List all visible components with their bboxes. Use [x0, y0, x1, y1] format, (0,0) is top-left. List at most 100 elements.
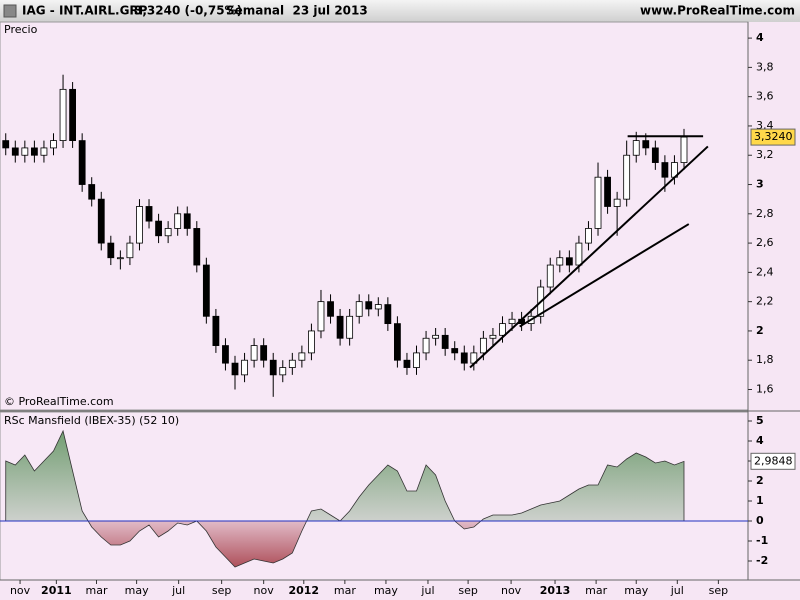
- last-value-label: 3,3240: [754, 130, 793, 143]
- candle-body: [565, 257, 573, 266]
- y-tick-label: 2: [756, 324, 764, 337]
- period: Semanal 23 jul 2013: [226, 4, 368, 18]
- y-tick-label: -2: [756, 554, 768, 567]
- x-tick-label: mar: [585, 584, 607, 597]
- candle-body: [413, 352, 420, 368]
- price-pane: [0, 21, 749, 411]
- candle-body: [460, 352, 468, 364]
- candle-body: [623, 154, 631, 200]
- candle-body: [21, 147, 29, 156]
- candle-body: [40, 147, 48, 156]
- x-tick-label: 2012: [288, 584, 319, 597]
- x-tick-label: nov: [254, 584, 275, 597]
- candle-body: [346, 315, 354, 339]
- candle-body: [250, 345, 258, 361]
- last-value-box: [750, 452, 796, 470]
- candle-body: [260, 345, 268, 361]
- x-tick-label: mar: [334, 584, 356, 597]
- x-tick-label: mar: [85, 584, 107, 597]
- candle-body: [508, 318, 516, 325]
- candle-body: [585, 228, 592, 244]
- candle-body: [594, 176, 602, 229]
- menu-icon[interactable]: [3, 4, 17, 18]
- x-tick-label: may: [125, 584, 149, 597]
- area: [5, 429, 685, 568]
- trendline: [469, 145, 709, 369]
- y-tick-label: 4: [756, 31, 764, 44]
- candle-body: [136, 206, 143, 244]
- candle-body: [327, 301, 334, 317]
- candle-body: [556, 257, 564, 266]
- x-tick-label: sep: [212, 584, 231, 597]
- candle-body: [384, 304, 392, 325]
- site: www.ProRealTime.com: [640, 4, 795, 18]
- candle-body: [183, 213, 191, 229]
- candle-body: [365, 301, 373, 310]
- x-tick-label: 2013: [540, 584, 571, 597]
- y-tick-label: 2,2: [756, 295, 774, 308]
- x-tick-label: sep: [458, 584, 477, 597]
- x-tick-label: 2011: [41, 584, 72, 597]
- candle-body: [479, 337, 487, 354]
- candle-body: [279, 367, 287, 376]
- candle-body: [651, 147, 659, 163]
- candle-body: [317, 301, 325, 332]
- candle-body: [422, 337, 430, 354]
- y-tick-label: 4: [756, 434, 764, 447]
- candle-body: [88, 184, 96, 200]
- candle-body: [269, 359, 277, 376]
- candle-body: [680, 136, 688, 163]
- x-tick-label: jul: [420, 584, 434, 597]
- candle-body: [174, 213, 182, 229]
- candle-body: [164, 228, 172, 237]
- candle-body: [78, 140, 86, 185]
- x-tick-label: nov: [10, 584, 31, 597]
- candle-body: [241, 359, 248, 376]
- candle-body: [489, 334, 497, 339]
- trendline: [519, 223, 690, 328]
- candle-body: [374, 304, 382, 310]
- y-tick-label: 2: [756, 474, 764, 487]
- candle-body: [288, 359, 296, 368]
- candle-body: [50, 140, 57, 149]
- candle-body: [403, 359, 411, 368]
- y-tick-label: 3,8: [756, 60, 774, 73]
- y-tick-label: 5: [756, 414, 764, 427]
- y-tick-label: 3,6: [756, 90, 774, 103]
- candle-body: [126, 242, 134, 259]
- last-value-box: [750, 128, 796, 146]
- x-tick-label: jul: [670, 584, 684, 597]
- candle-body: [604, 176, 611, 207]
- y-tick-label: -1: [756, 534, 768, 547]
- candle-body: [107, 242, 115, 259]
- candle-body: [451, 348, 459, 354]
- header-bar: [0, 0, 800, 22]
- candle-body: [432, 334, 440, 339]
- x-tick-label: sep: [709, 584, 728, 597]
- candle-body: [69, 88, 77, 141]
- candle-body: [632, 140, 640, 156]
- candle-body: [575, 242, 583, 266]
- change: 3,3240 (-0,75%): [134, 4, 242, 18]
- x-tick-label: nov: [501, 584, 522, 597]
- pane-title: RSc Mansfield (IBEX-35) (52 10): [4, 414, 179, 427]
- candle-body: [642, 140, 650, 149]
- y-tick-label: 0: [756, 514, 764, 527]
- candle-body: [202, 264, 210, 317]
- y-tick-label: 1,8: [756, 353, 774, 366]
- pane-title: Precio: [4, 23, 38, 36]
- candle-body: [661, 162, 669, 178]
- candle-body: [441, 334, 449, 349]
- candle-body: [546, 264, 554, 288]
- candle-body: [231, 362, 239, 376]
- y-tick-label: 2,6: [756, 236, 774, 249]
- candle-body: [97, 198, 105, 244]
- candle-body: [2, 140, 10, 149]
- candle-body: [59, 88, 67, 141]
- y-tick-label: 2,8: [756, 207, 774, 220]
- y-tick-label: 3,2: [756, 148, 774, 161]
- last-value-label: 2,9848: [754, 454, 793, 467]
- x-tick-label: may: [624, 584, 648, 597]
- candle-body: [155, 220, 162, 237]
